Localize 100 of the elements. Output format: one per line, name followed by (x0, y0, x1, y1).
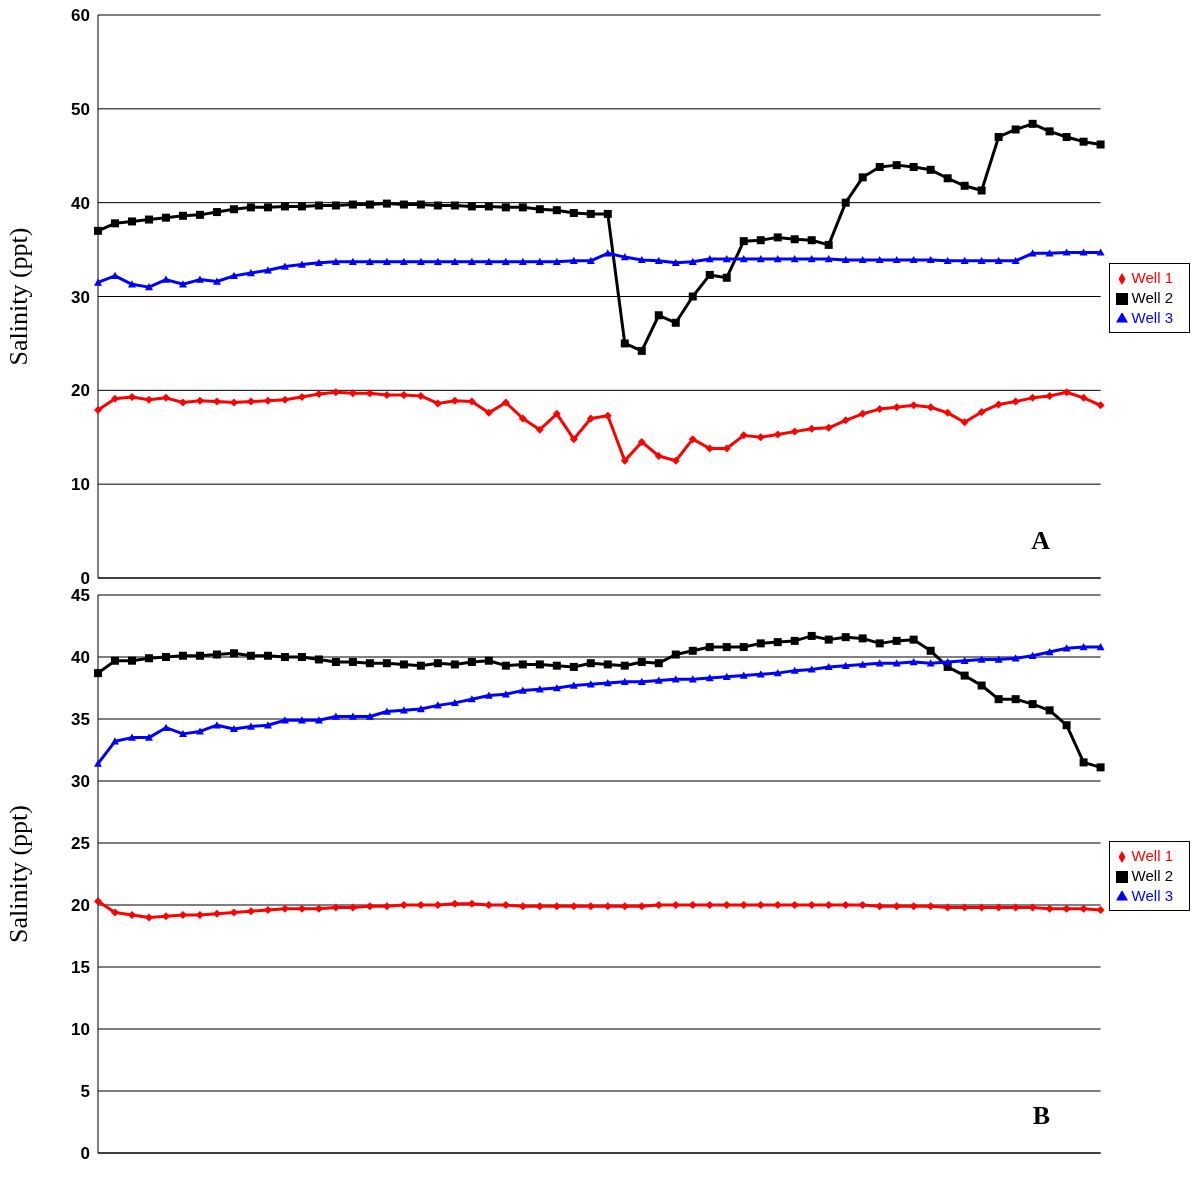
point (195, 396, 204, 405)
point (773, 669, 782, 677)
point (994, 655, 1003, 663)
point (892, 403, 901, 412)
point (195, 210, 204, 219)
point (144, 395, 153, 404)
point (1062, 721, 1071, 730)
point (178, 398, 187, 407)
point (841, 416, 850, 425)
point (484, 202, 493, 211)
point (603, 902, 612, 911)
point (1062, 904, 1071, 913)
point (263, 203, 272, 212)
y-tick-label: 5 (80, 1082, 90, 1102)
point (858, 409, 867, 418)
point (433, 201, 442, 210)
point (620, 677, 629, 685)
point (637, 255, 646, 264)
point (603, 209, 612, 218)
point (756, 639, 765, 648)
point (841, 255, 850, 264)
point (314, 655, 323, 664)
point (1045, 127, 1054, 136)
point (416, 705, 425, 713)
point (280, 395, 289, 404)
point (331, 257, 340, 265)
y-tick-label: 30 (71, 287, 90, 307)
point (280, 262, 289, 270)
point (790, 235, 799, 244)
point (450, 899, 459, 908)
point (331, 388, 340, 397)
point (144, 283, 153, 291)
point (399, 706, 408, 714)
point (535, 902, 544, 911)
point (1028, 249, 1037, 257)
y-tick-label: 50 (71, 99, 90, 119)
point (994, 256, 1003, 265)
point (144, 215, 153, 224)
point (110, 737, 119, 745)
point (127, 656, 136, 665)
point (756, 670, 765, 678)
point (1079, 758, 1088, 767)
point (569, 435, 578, 444)
y-tick-label: 25 (71, 834, 90, 854)
point (790, 254, 799, 263)
point (246, 651, 255, 660)
point (824, 635, 833, 644)
point (110, 656, 119, 665)
point (654, 901, 663, 909)
point (297, 202, 306, 211)
point (858, 634, 867, 643)
point (603, 660, 612, 669)
point (280, 904, 289, 913)
point (926, 403, 935, 412)
point (484, 691, 493, 699)
point (586, 414, 595, 423)
point (518, 686, 527, 694)
point (1079, 248, 1088, 256)
point (892, 636, 901, 645)
point (790, 427, 799, 436)
point (858, 173, 867, 182)
point (705, 643, 714, 652)
legend-label: Well 2 (1131, 866, 1173, 884)
point (603, 249, 612, 257)
point (484, 257, 493, 265)
point (382, 659, 391, 668)
point (654, 659, 663, 668)
point (654, 676, 663, 684)
point (739, 254, 748, 263)
point (94, 278, 102, 286)
point (807, 665, 816, 673)
point (450, 396, 459, 405)
point (926, 646, 935, 655)
point (450, 257, 459, 265)
point (875, 902, 884, 911)
point (1045, 391, 1054, 400)
point (246, 722, 255, 730)
point (178, 651, 187, 660)
point (110, 394, 119, 403)
point (518, 414, 527, 423)
point (1062, 248, 1071, 256)
point (1062, 388, 1071, 397)
point (654, 311, 663, 320)
point (382, 257, 391, 265)
point (1079, 904, 1088, 913)
point (807, 424, 816, 433)
point (875, 405, 884, 414)
point (892, 255, 901, 264)
point (773, 430, 782, 439)
point (994, 132, 1003, 141)
point (552, 409, 561, 418)
point (824, 901, 833, 909)
point (569, 662, 578, 671)
y-tick-label: 10 (71, 475, 90, 495)
point (909, 163, 918, 172)
point (144, 654, 153, 663)
point (858, 901, 867, 909)
y-tick-label: 20 (71, 896, 90, 916)
point (1096, 140, 1105, 149)
point (501, 661, 510, 670)
